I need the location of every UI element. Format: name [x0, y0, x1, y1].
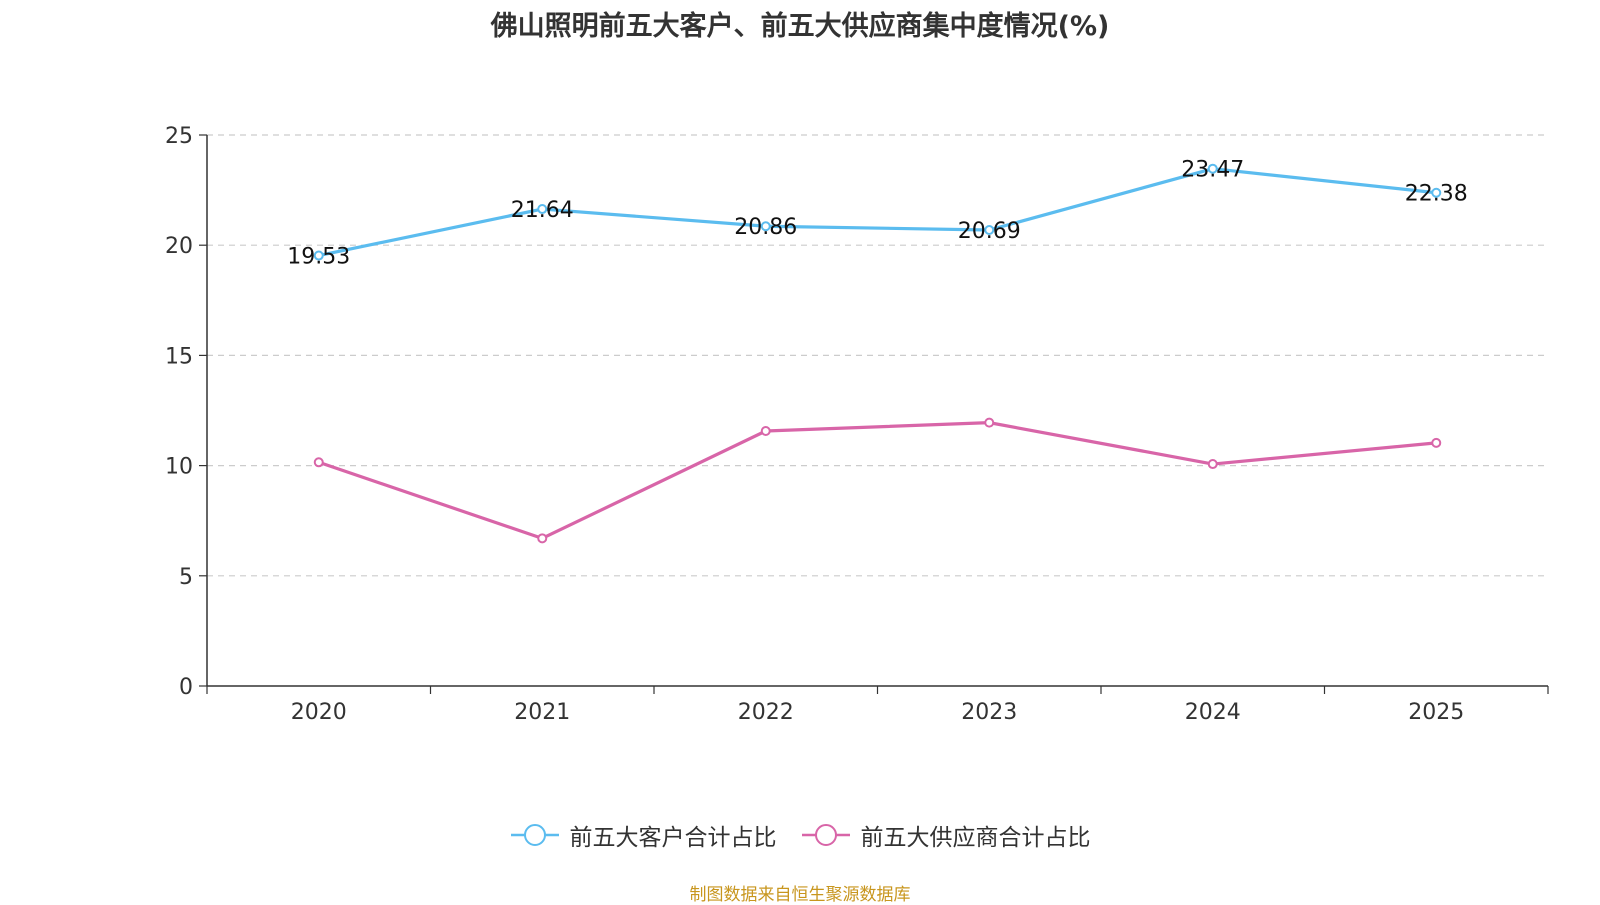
- x-tick-label: 2021: [514, 700, 570, 725]
- customers-data-point: [760, 221, 771, 232]
- legend-marker-customers: [510, 824, 559, 846]
- legend-label-customers: 前五大客户合计占比: [569, 825, 777, 851]
- customers-series-line: [318, 167, 1437, 258]
- suppliers-data-point: [1207, 459, 1218, 470]
- legend-item-customers[interactable]: 前五大客户合计占比: [510, 818, 777, 852]
- legend-item-suppliers[interactable]: 前五大供应商合计占比: [801, 818, 1091, 852]
- y-tick-label: 15: [165, 344, 193, 369]
- customers-data-point: [984, 224, 995, 235]
- y-tick-label: 25: [165, 124, 193, 149]
- customers-data-point: [1431, 187, 1442, 198]
- x-tick-label: 2023: [961, 700, 1017, 725]
- legend: 前五大客户合计占比 前五大供应商合计占比: [0, 818, 1600, 852]
- suppliers-data-point: [984, 417, 995, 428]
- y-tick-label: 0: [179, 675, 193, 700]
- suppliers-data-point: [313, 457, 324, 468]
- customers-data-label: 22.38: [1405, 182, 1468, 207]
- legend-marker-suppliers: [801, 824, 850, 846]
- customers-data-label: 20.86: [734, 215, 797, 240]
- customers-data-label: 23.47: [1181, 158, 1244, 183]
- y-tick-label: 20: [165, 234, 193, 259]
- customers-data-point: [1207, 163, 1218, 174]
- suppliers-data-point: [1431, 437, 1442, 448]
- legend-label-suppliers: 前五大供应商合计占比: [860, 825, 1091, 851]
- source-note: 制图数据来自恒生聚源数据库: [689, 885, 911, 905]
- y-tick-label: 5: [179, 565, 193, 590]
- x-tick-label: 2022: [738, 700, 794, 725]
- x-tick-label: 2020: [291, 700, 347, 725]
- customers-data-label: 21.64: [511, 198, 574, 223]
- customers-data-point: [313, 250, 324, 261]
- suppliers-data-point: [760, 425, 771, 436]
- x-tick-label: 2024: [1185, 700, 1241, 725]
- customers-data-label: 20.69: [958, 219, 1021, 244]
- y-tick-label: 10: [165, 455, 193, 480]
- customers-data-label: 19.53: [287, 245, 350, 270]
- chart-title: 佛山照明前五大客户、前五大供应商集中度情况(%): [490, 11, 1110, 42]
- customers-data-point: [537, 204, 548, 215]
- suppliers-series-line: [318, 421, 1437, 540]
- x-tick-label: 2025: [1408, 700, 1464, 725]
- suppliers-data-point: [537, 533, 548, 544]
